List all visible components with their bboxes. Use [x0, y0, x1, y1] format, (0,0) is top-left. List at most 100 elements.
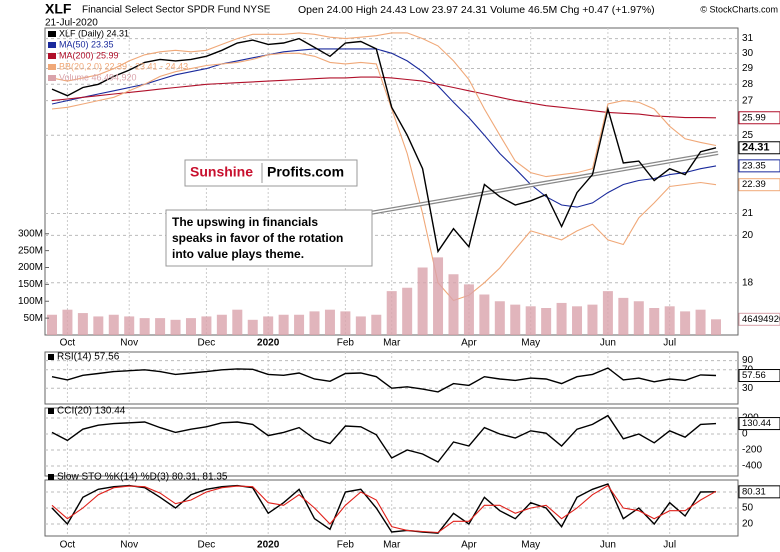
x-tick-label: Mar [383, 338, 401, 349]
volume-bar [572, 306, 583, 335]
volume-bar [386, 291, 397, 335]
volume-bar [479, 294, 490, 335]
volume-bar [633, 301, 644, 335]
value-tag [738, 312, 780, 326]
volume-bar [201, 316, 212, 335]
value-tag [738, 369, 780, 383]
value-tag-label: 23.35 [742, 160, 766, 171]
volume-bar [587, 304, 598, 335]
y2-tick-label: 50M [24, 313, 43, 324]
x-tick-label: Dec [198, 540, 216, 551]
volume-bar [93, 316, 104, 335]
value-tag [738, 141, 780, 155]
x-tick-label: Mar [383, 540, 401, 551]
y2-tick-label: 150M [18, 279, 43, 290]
volume-bar [525, 306, 536, 335]
volume-bar [47, 314, 57, 335]
volume-bar [664, 306, 675, 335]
volume-bar [108, 314, 119, 335]
y-tick-label: 20 [742, 519, 754, 530]
volume-bar [294, 314, 305, 335]
legend-label: BB(20,2.0) 22.39 - 23.41 - 24.43 [59, 61, 188, 71]
series-line [51, 483, 717, 534]
y-tick-label: 30 [742, 48, 754, 59]
x-tick-label: Jun [600, 540, 616, 551]
volume-bar [247, 319, 258, 335]
y-tick-label: 18 [742, 277, 754, 288]
value-tag [738, 178, 780, 192]
volume-bar [155, 318, 166, 335]
y2-tick-label: 300M [18, 228, 43, 239]
volume-bar [711, 319, 721, 335]
x-tick-label: Oct [60, 540, 76, 551]
value-tag [738, 159, 780, 173]
value-tag-label: 130.44 [742, 418, 771, 429]
series-line [51, 37, 717, 254]
legend-swatch [48, 31, 56, 37]
x-tick-label: Nov [120, 540, 138, 551]
series-line [51, 52, 717, 302]
volume-bar [309, 311, 320, 335]
series-line [51, 48, 717, 208]
series-line [51, 414, 717, 463]
value-tag [738, 417, 780, 431]
volume-bar [62, 309, 73, 335]
y-tick-label: 21 [742, 208, 754, 219]
x-tick-label: Apr [461, 540, 477, 551]
volume-bar [371, 314, 382, 335]
y-tick-label: 29 [742, 63, 754, 74]
volume-bar [417, 267, 428, 335]
volume-bar [680, 311, 691, 335]
y-tick-label: 25 [742, 130, 754, 141]
legend-swatch [48, 42, 56, 48]
volume-bar [541, 308, 552, 335]
volume-bar [216, 314, 227, 335]
volume-bar [170, 319, 181, 335]
logo-sunshine: Sunshine [190, 164, 253, 180]
volume-bar [448, 274, 459, 335]
volume-bar [77, 313, 88, 335]
value-tag-label: 24.31 [742, 142, 770, 154]
logo-profits: Profits.com [267, 164, 344, 180]
y-tick-label: -200 [742, 445, 762, 456]
x-tick-label: 2020 [257, 338, 280, 349]
title-swatch [48, 354, 54, 360]
y2-tick-label: 200M [18, 262, 43, 273]
title-swatch [48, 474, 54, 480]
volume-bar [510, 304, 521, 335]
x-tick-label: Feb [337, 540, 355, 551]
volume-bar [494, 301, 505, 335]
panel-title: RSI(14) 57.56 [57, 352, 120, 363]
x-tick-label: Dec [198, 338, 216, 349]
volume-bar [433, 257, 444, 335]
volume-bar [649, 308, 660, 335]
volume-bar [139, 318, 150, 335]
x-tick-label: Jun [600, 338, 616, 349]
volume-bar [463, 284, 474, 335]
x-tick-label: May [521, 338, 540, 349]
legend-label: MA(200) 25.99 [59, 50, 119, 60]
legend-label: Volume 46,494,920 [59, 72, 137, 82]
legend-swatch [48, 75, 56, 81]
panel-title: CCI(20) 130.44 [57, 406, 126, 417]
value-tag-label: 80.31 [742, 486, 766, 497]
volume-bar [618, 297, 629, 335]
y-tick-label: 28 [742, 79, 754, 90]
legend-label: XLF (Daily) 24.31 [59, 28, 129, 38]
volume-bar [402, 287, 413, 335]
volume-bar [695, 309, 706, 335]
logo-box [184, 159, 358, 187]
annotation: into value plays theme. [172, 247, 304, 261]
value-tag-label: 25.99 [742, 112, 766, 123]
credit: © StockCharts.com [700, 4, 778, 14]
x-tick-label: Jul [663, 338, 676, 349]
value-tag [738, 485, 780, 499]
series-line [51, 32, 717, 178]
y-tick-label: 27 [742, 95, 754, 106]
x-tick-label: 2020 [257, 540, 280, 551]
y-tick-label: 20 [742, 230, 754, 241]
y-tick-label: 0 [742, 429, 748, 440]
series-line [51, 484, 717, 534]
volume-bar [324, 309, 335, 335]
